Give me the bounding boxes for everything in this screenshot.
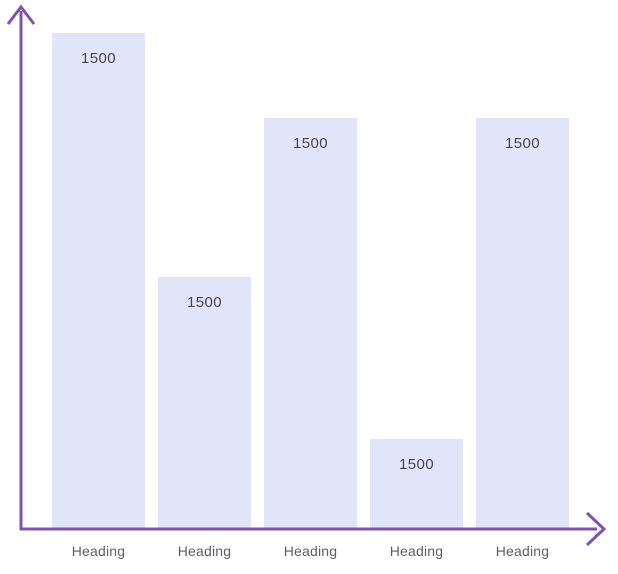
bar-value-label: 1500 xyxy=(505,135,540,152)
bar: 1500 xyxy=(52,33,145,528)
x-axis-arrowhead-icon xyxy=(585,511,607,547)
category-label: Heading xyxy=(177,543,232,559)
bar: 1500 xyxy=(370,439,463,528)
y-axis xyxy=(6,4,36,530)
y-axis-arrowhead-icon xyxy=(6,4,36,25)
bar-value-label: 1500 xyxy=(399,456,434,473)
bar: 1500 xyxy=(264,118,357,528)
bar-value-label: 1500 xyxy=(293,135,328,152)
category-label: Heading xyxy=(495,543,550,559)
bar: 1500 xyxy=(476,118,569,528)
bar: 1500 xyxy=(158,277,251,528)
category-label: Heading xyxy=(389,543,444,559)
category-label: Heading xyxy=(283,543,338,559)
bar-value-label: 1500 xyxy=(187,294,222,311)
category-label: Heading xyxy=(71,543,126,559)
bar-value-label: 1500 xyxy=(81,50,116,67)
